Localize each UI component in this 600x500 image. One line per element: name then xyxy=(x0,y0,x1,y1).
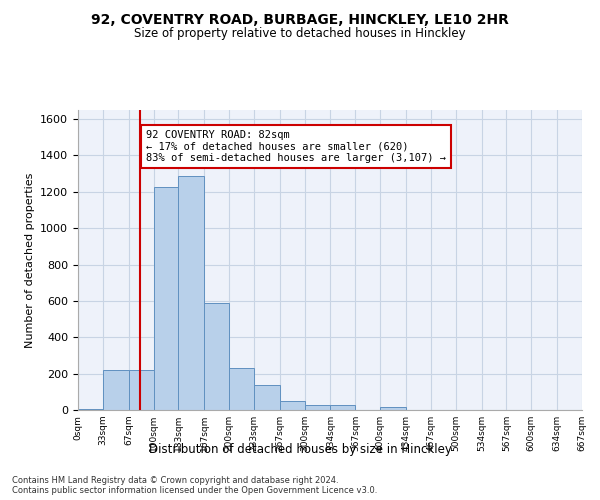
Text: Size of property relative to detached houses in Hinckley: Size of property relative to detached ho… xyxy=(134,28,466,40)
Text: Distribution of detached houses by size in Hinckley: Distribution of detached houses by size … xyxy=(149,442,451,456)
Text: Contains HM Land Registry data © Crown copyright and database right 2024.
Contai: Contains HM Land Registry data © Crown c… xyxy=(12,476,377,495)
Y-axis label: Number of detached properties: Number of detached properties xyxy=(25,172,35,348)
Text: 92, COVENTRY ROAD, BURBAGE, HINCKLEY, LE10 2HR: 92, COVENTRY ROAD, BURBAGE, HINCKLEY, LE… xyxy=(91,12,509,26)
Text: 92 COVENTRY ROAD: 82sqm
← 17% of detached houses are smaller (620)
83% of semi-d: 92 COVENTRY ROAD: 82sqm ← 17% of detache… xyxy=(146,130,446,163)
Bar xyxy=(229,368,254,410)
Bar xyxy=(331,406,355,410)
Bar xyxy=(280,401,305,410)
Bar xyxy=(103,370,128,410)
Bar xyxy=(254,386,280,410)
Bar xyxy=(380,408,406,410)
Bar xyxy=(305,406,331,410)
Bar xyxy=(128,370,154,410)
Bar xyxy=(178,176,204,410)
Bar xyxy=(154,188,178,410)
Bar xyxy=(204,302,229,410)
Bar xyxy=(78,409,103,410)
